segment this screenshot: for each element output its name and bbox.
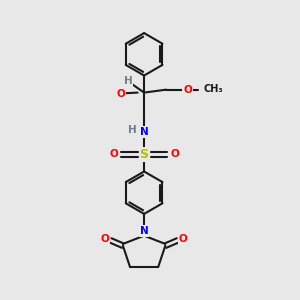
Text: S: S [140, 148, 148, 161]
Text: H: H [124, 76, 132, 86]
Text: O: O [170, 149, 179, 159]
Text: O: O [117, 89, 125, 99]
Text: N: N [140, 127, 148, 137]
Text: O: O [183, 85, 192, 94]
Text: CH₃: CH₃ [203, 84, 223, 94]
Text: H: H [128, 125, 137, 135]
Text: N: N [140, 226, 148, 236]
Text: O: O [101, 234, 110, 244]
Text: O: O [110, 149, 118, 159]
Text: O: O [178, 234, 188, 244]
